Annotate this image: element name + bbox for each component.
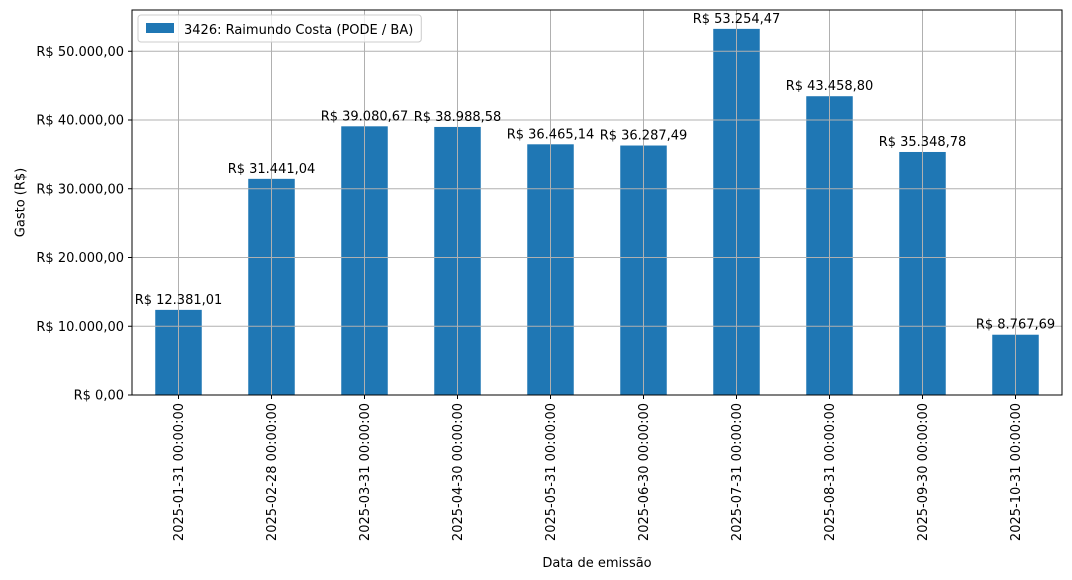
data-label: R$ 39.080,67 bbox=[321, 109, 409, 124]
legend: 3426: Raimundo Costa (PODE / BA) bbox=[137, 14, 422, 43]
y-axis: R$ 0,00 R$ 10.000,00 R$ 20.000,00 R$ 30.000… bbox=[36, 45, 132, 404]
grid bbox=[132, 10, 1062, 396]
x-tick-label: 2025-09-30 00:00:00 bbox=[916, 403, 931, 541]
x-tick-label: 2025-03-31 00:00:00 bbox=[358, 403, 373, 541]
data-label: R$ 36.465,14 bbox=[507, 127, 595, 142]
data-label: R$ 53.254,47 bbox=[693, 12, 781, 27]
data-label: R$ 43.458,80 bbox=[786, 79, 874, 94]
plot-frame bbox=[131, 9, 1063, 396]
x-tick-label: 2025-08-31 00:00:00 bbox=[823, 403, 838, 541]
bars bbox=[155, 28, 1039, 395]
x-tick-label: 2025-06-30 00:00:00 bbox=[637, 403, 652, 541]
legend-entry-label: 3426: Raimundo Costa (PODE / BA) bbox=[184, 23, 413, 38]
data-label: R$ 31.441,04 bbox=[228, 162, 316, 177]
legend-swatch bbox=[146, 23, 174, 33]
x-axis: 2025-01-31 00:00:00 2025-02-28 00:00:00 20… bbox=[172, 395, 1024, 541]
data-label: R$ 38.988,58 bbox=[414, 110, 502, 125]
x-axis-label: Data de emissão bbox=[542, 556, 651, 571]
data-label: R$ 12.381,01 bbox=[135, 293, 223, 308]
y-tick-label: R$ 10.000,00 bbox=[36, 320, 124, 335]
x-tick-label: 2025-07-31 00:00:00 bbox=[730, 403, 745, 541]
y-tick-label: R$ 20.000,00 bbox=[36, 251, 124, 266]
x-tick-label: 2025-04-30 00:00:00 bbox=[451, 403, 466, 541]
x-tick-label: 2025-01-31 00:00:00 bbox=[172, 403, 187, 541]
y-axis-label: Gasto (R$) bbox=[14, 168, 29, 237]
x-tick-label: 2025-02-28 00:00:00 bbox=[265, 403, 280, 541]
y-tick-label: R$ 30.000,00 bbox=[36, 182, 124, 197]
data-label: R$ 8.767,69 bbox=[976, 318, 1055, 333]
data-label: R$ 36.287,49 bbox=[600, 129, 688, 144]
legend-box bbox=[137, 14, 422, 43]
x-tick-label: 2025-10-31 00:00:00 bbox=[1009, 403, 1024, 541]
y-tick-label: R$ 50.000,00 bbox=[36, 45, 124, 60]
y-tick-label: R$ 0,00 bbox=[74, 389, 124, 404]
data-labels: R$ 12.381,01 R$ 31.441,04 R$ 39.080,67 R$ 3… bbox=[135, 12, 1055, 333]
y-tick-label: R$ 40.000,00 bbox=[36, 114, 124, 129]
x-tick-label: 2025-05-31 00:00:00 bbox=[544, 403, 559, 541]
data-label: R$ 35.348,78 bbox=[879, 135, 967, 150]
